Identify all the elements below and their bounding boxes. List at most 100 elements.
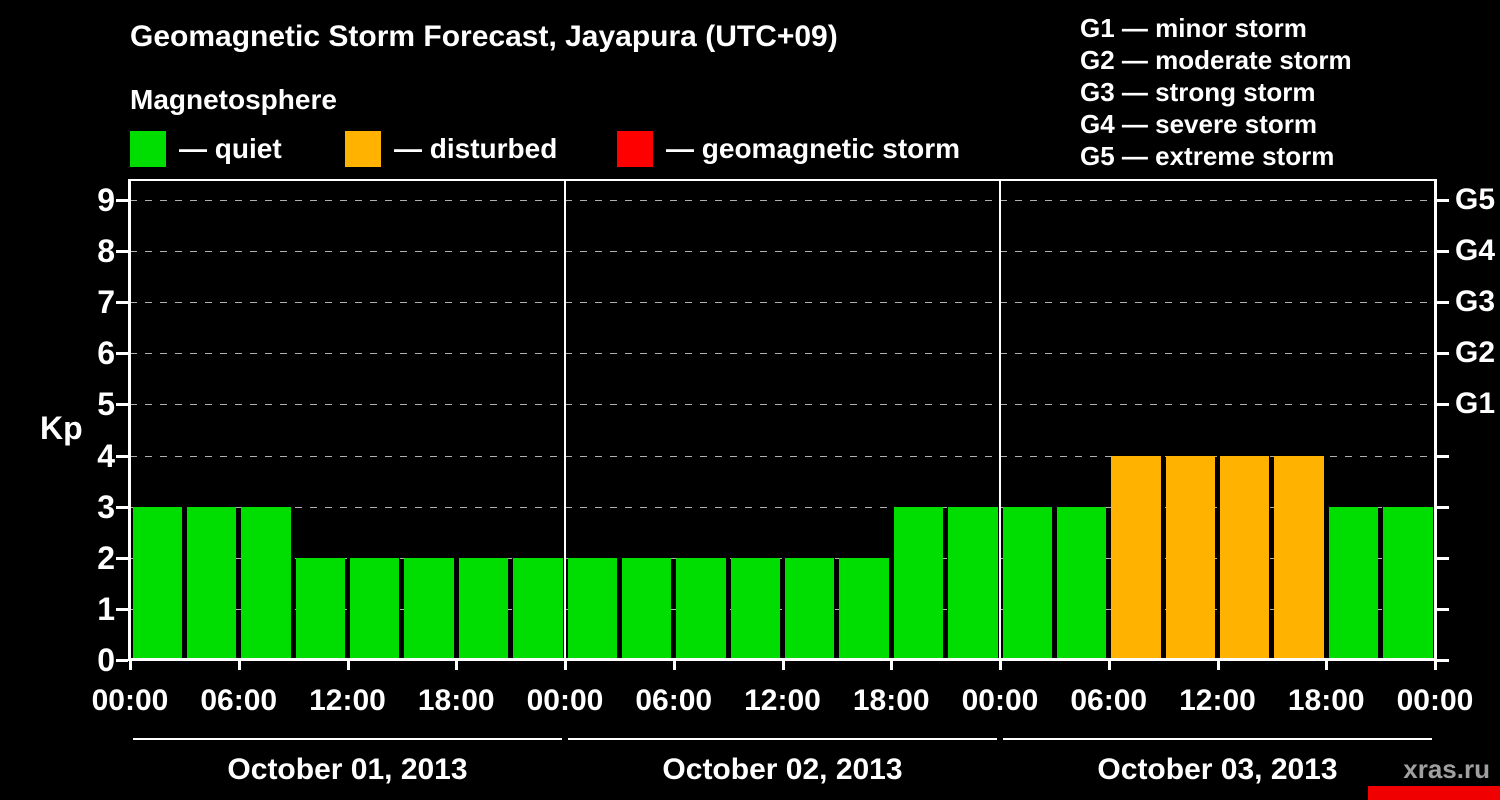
x-axis-tick [890, 660, 894, 670]
y-tick-label: 8 [97, 233, 115, 270]
plot-border-top [128, 179, 1437, 181]
x-tick-label: 00:00 [526, 684, 604, 717]
right-axis-tick [1437, 454, 1449, 458]
kp-gridline [130, 200, 1435, 201]
g2-legend-line: G2 — moderate storm [1080, 45, 1352, 75]
x-axis-tick [346, 660, 350, 670]
date-label: October 01, 2013 [227, 753, 468, 786]
y-axis-tick [116, 199, 128, 202]
right-axis-tick [1437, 199, 1449, 202]
x-tick-label: 00:00 [1396, 684, 1474, 717]
kp-bar [1274, 455, 1324, 660]
kp-bar [893, 506, 944, 660]
y-axis-tick [116, 556, 128, 560]
date-label: October 03, 2013 [1097, 753, 1338, 786]
y-axis-tick [116, 250, 128, 254]
kp-gridline [130, 404, 1435, 406]
g-scale-legend: G1 — minor storm G2 — moderate storm G3 … [1080, 12, 1352, 172]
x-axis-tick [672, 660, 676, 670]
g1-legend-line: G1 — minor storm [1080, 13, 1307, 43]
chart-title: Geomagnetic Storm Forecast, Jayapura (UT… [130, 20, 838, 53]
kp-bar [1220, 455, 1270, 660]
kp-gridline [130, 353, 1435, 355]
kp-bar [1056, 506, 1107, 660]
kp-bar [186, 506, 237, 660]
x-tick-label: 00:00 [91, 684, 169, 717]
g-axis-label: G4 [1455, 234, 1496, 268]
y-tick-label: 7 [97, 284, 115, 321]
quiet-color-swatch [130, 131, 166, 167]
y-tick-label: 2 [97, 539, 115, 576]
legend-item-storm: — geomagnetic storm [617, 130, 960, 168]
y-tick-label: 3 [97, 488, 115, 525]
y-tick-label: 4 [97, 437, 115, 474]
x-axis-tick [237, 660, 241, 670]
x-axis-tick [129, 660, 132, 670]
kp-bar [1111, 455, 1161, 660]
legend-item-disturbed: — disturbed [345, 130, 557, 168]
legend-label-storm: — geomagnetic storm [666, 133, 961, 164]
kp-gridline [130, 455, 1435, 457]
day-bracket-line [133, 738, 562, 740]
x-axis-tick [1434, 660, 1437, 670]
kp-gridline [130, 608, 1435, 610]
right-axis-tick [1437, 556, 1449, 560]
kp-bar [1165, 455, 1215, 660]
kp-bar [295, 557, 345, 660]
kp-bar [621, 557, 672, 660]
date-label: October 02, 2013 [662, 753, 903, 786]
x-axis-tick [564, 660, 567, 670]
y-axis-tick [116, 454, 128, 458]
x-axis-tick [455, 660, 459, 670]
right-axis-tick [1437, 250, 1449, 254]
kp-axis-label: Kp [40, 410, 83, 446]
day-separator [999, 180, 1001, 660]
right-axis-tick [1437, 301, 1449, 305]
x-tick-label: 06:00 [200, 684, 278, 717]
x-tick-label: 12:00 [744, 684, 821, 717]
legend-item-quiet: — quiet [130, 130, 282, 168]
kp-bar [1383, 506, 1433, 660]
x-tick-label: 06:00 [635, 684, 713, 717]
kp-bar [676, 557, 726, 660]
kp-bar [730, 557, 780, 660]
g-axis-label: G2 [1455, 336, 1496, 370]
x-tick-label: 12:00 [1179, 684, 1256, 717]
g5-legend-line: G5 — extreme storm [1080, 141, 1335, 171]
g-axis-label: G1 [1455, 387, 1496, 421]
kp-gridline [130, 557, 1435, 559]
day-bracket-line [1003, 738, 1432, 740]
kp-bar [567, 557, 617, 660]
y-tick-label: 9 [97, 182, 115, 218]
kp-bar [241, 506, 291, 660]
plot-area [116, 179, 1449, 670]
x-tick-label: 18:00 [852, 684, 930, 717]
y-tick-label: 1 [97, 590, 115, 627]
right-axis-tick [1437, 352, 1449, 356]
kp-bar [1002, 506, 1052, 660]
x-axis-tick [1107, 660, 1111, 670]
y-axis-tick [116, 352, 128, 356]
kp-bar [513, 557, 563, 660]
kp-bar [458, 557, 509, 660]
y-axis-tick [116, 659, 128, 662]
x-axis-tick [781, 660, 785, 670]
g3-legend-line: G3 — strong storm [1080, 77, 1316, 107]
legend-label-quiet: — quiet [179, 133, 282, 164]
g-axis-label: G3 [1455, 285, 1496, 319]
right-axis-tick [1437, 403, 1449, 407]
right-axis-tick [1437, 659, 1449, 662]
y-tick-label: 6 [97, 335, 115, 372]
right-axis-line [1434, 180, 1437, 660]
g-axis-label: G5 [1455, 183, 1496, 216]
y-axis-tick [116, 607, 128, 611]
right-axis-tick [1437, 607, 1449, 611]
kp-bar [1328, 506, 1379, 660]
kp-bar [839, 557, 889, 660]
right-axis-tick [1437, 505, 1449, 509]
g4-legend-line: G4 — severe storm [1080, 109, 1318, 139]
xras-watermark: xras.ru [1403, 754, 1490, 784]
x-tick-label: 18:00 [417, 684, 495, 717]
kp-bar [404, 557, 454, 660]
y-axis-tick [116, 301, 128, 305]
